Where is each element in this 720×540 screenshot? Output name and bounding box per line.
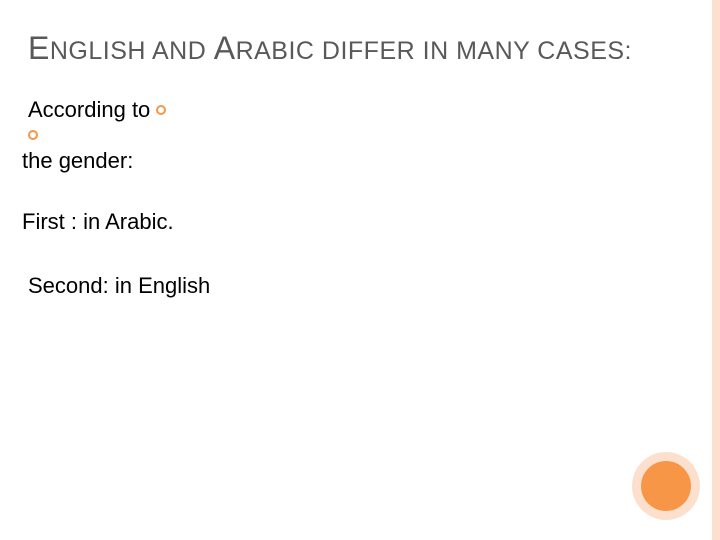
- body-line-2: the gender:: [22, 146, 133, 177]
- body-line-4-wrap: Second: in English: [28, 271, 692, 302]
- decor-circle-inner: [641, 461, 691, 511]
- bullet-icon: [156, 105, 166, 115]
- title-cap-1: E: [28, 30, 50, 66]
- title-cap-2: A: [214, 30, 236, 66]
- body-line-1: According to: [28, 95, 150, 126]
- body-line-3: First : in Arabic.: [22, 207, 174, 238]
- body-line-bullet-wrap: [28, 130, 692, 140]
- slide-title: ENGLISH AND ARABIC DIFFER IN MANY CASES:: [28, 30, 692, 67]
- title-rest-2: RABIC DIFFER IN MANY CASES:: [236, 37, 632, 65]
- body-line-1-wrap: According to: [28, 95, 692, 126]
- bullet-icon: [28, 130, 38, 140]
- slide-body: According to the gender: First : in Arab…: [28, 95, 692, 302]
- title-rest-1: NGLISH AND: [50, 37, 214, 65]
- body-line-2-wrap: the gender:: [22, 146, 692, 177]
- slide: ENGLISH AND ARABIC DIFFER IN MANY CASES:…: [0, 0, 720, 540]
- decor-rail: [712, 0, 720, 540]
- body-line-3-wrap: First : in Arabic.: [22, 207, 692, 238]
- body-line-4: Second: in English: [28, 271, 210, 302]
